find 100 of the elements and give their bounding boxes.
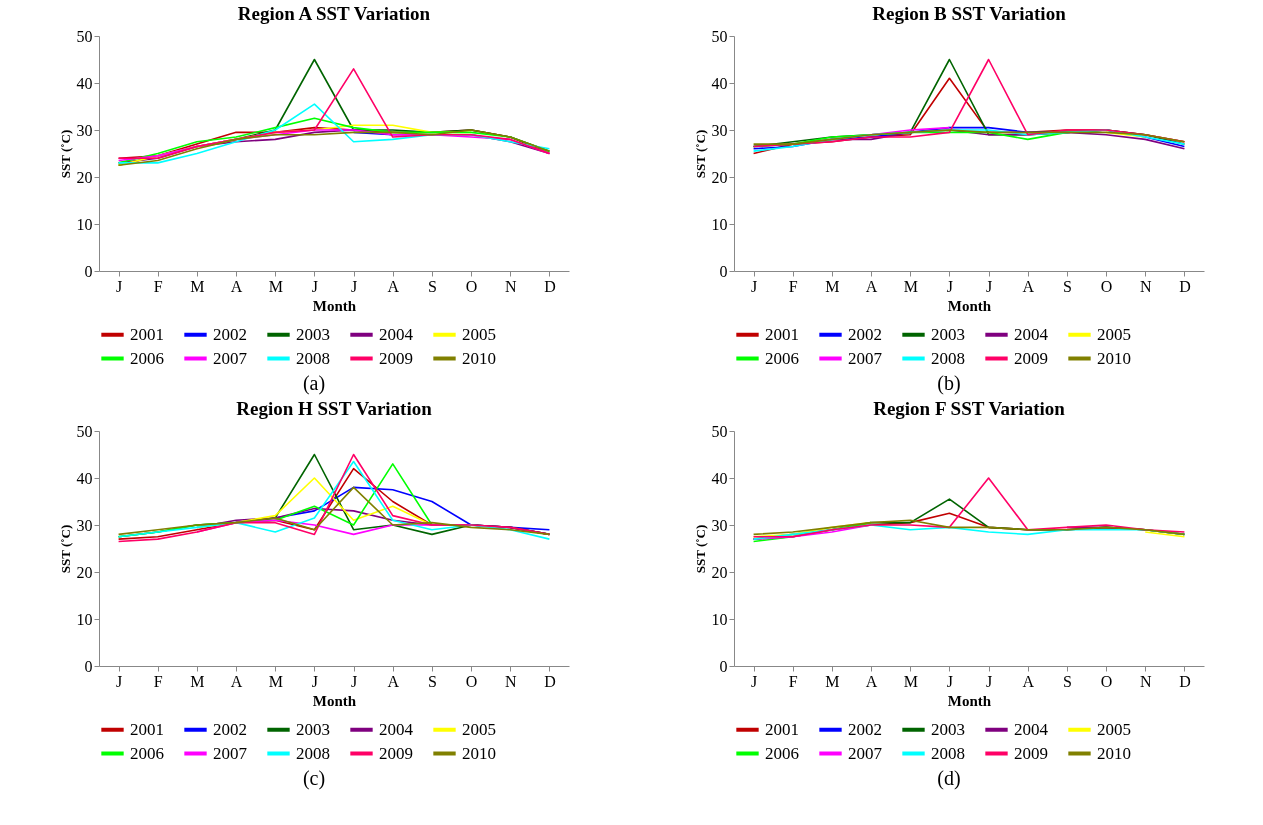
legend-label: 2004 <box>1014 719 1049 739</box>
legend-label: 2009 <box>1014 743 1048 763</box>
y-axis-title: SST (˚C) <box>57 524 73 574</box>
x-tick-label: J <box>750 672 758 690</box>
x-tick-label: F <box>153 672 163 690</box>
legend-label: 2005 <box>462 719 496 739</box>
y-tick-label: 0 <box>84 262 93 280</box>
x-tick-label: M <box>190 277 205 295</box>
legend-label: 2004 <box>379 324 414 344</box>
y-tick-label: 10 <box>711 610 728 628</box>
x-tick-label: J <box>946 277 954 295</box>
legend-label: 2010 <box>462 743 496 763</box>
legend-label: 2002 <box>848 324 882 344</box>
x-tick-label: J <box>985 277 993 295</box>
x-tick-label: N <box>504 277 517 295</box>
legend-label: 2004 <box>1014 324 1049 344</box>
chart-title: Region B SST Variation <box>872 3 1067 24</box>
chart-title: Region H SST Variation <box>236 398 433 419</box>
y-axis-title: SST (˚C) <box>57 129 73 179</box>
x-tick-label: J <box>115 672 123 690</box>
y-tick-label: 20 <box>76 168 93 186</box>
y-tick-label: 20 <box>76 563 93 581</box>
chart-title: Region F SST Variation <box>873 398 1066 419</box>
y-tick-label: 40 <box>76 74 93 92</box>
x-tick-label: S <box>1062 672 1072 690</box>
x-tick-label: F <box>788 277 798 295</box>
x-tick-label: M <box>825 672 840 690</box>
x-tick-label: M <box>903 672 918 690</box>
x-tick-label: N <box>1139 277 1152 295</box>
x-tick-label: J <box>311 277 319 295</box>
x-tick-label: J <box>985 672 993 690</box>
y-tick-label: 50 <box>711 27 728 45</box>
y-tick-label: 50 <box>76 27 93 45</box>
chart-title: Region A SST Variation <box>237 3 431 24</box>
legend-label: 2006 <box>130 743 164 763</box>
y-tick-label: 0 <box>719 657 728 675</box>
legend-label: 2010 <box>462 348 496 368</box>
text: (d) <box>937 767 961 790</box>
x-tick-label: M <box>268 672 283 690</box>
y-tick-label: 10 <box>76 215 93 233</box>
x-axis-title: Month <box>312 692 357 709</box>
x-tick-label: J <box>750 277 758 295</box>
legend-label: 2005 <box>1097 719 1131 739</box>
x-tick-label: S <box>1062 277 1072 295</box>
x-tick-label: S <box>427 277 437 295</box>
legend-label: 2001 <box>765 719 799 739</box>
y-tick-label: 10 <box>76 610 93 628</box>
x-tick-label: M <box>268 277 283 295</box>
legend-label: 2003 <box>296 719 330 739</box>
x-tick-label: J <box>350 277 358 295</box>
x-tick-label: J <box>115 277 123 295</box>
text: (a) <box>302 372 326 395</box>
x-tick-label: A <box>1022 672 1035 690</box>
y-tick-label: 30 <box>76 121 93 139</box>
x-tick-label: A <box>865 277 878 295</box>
legend-label: 2003 <box>296 324 330 344</box>
legend-label: 2001 <box>130 324 164 344</box>
legend-label: 2002 <box>213 324 247 344</box>
legend-label: 2002 <box>213 719 247 739</box>
y-axis-title: SST (˚C) <box>692 129 708 179</box>
legend-label: 2006 <box>130 348 164 368</box>
y-axis-title: SST (˚C) <box>692 524 708 574</box>
x-tick-label: A <box>865 672 878 690</box>
x-tick-label: A <box>387 277 400 295</box>
x-axis-title: Month <box>947 692 992 709</box>
x-tick-label: S <box>427 672 437 690</box>
legend-label: 2007 <box>848 348 883 368</box>
x-tick-label: A <box>230 277 243 295</box>
y-tick-label: 30 <box>711 121 728 139</box>
legend-label: 2006 <box>765 743 799 763</box>
x-tick-label: M <box>903 277 918 295</box>
x-tick-label: O <box>1100 672 1113 690</box>
legend-label: 2003 <box>931 324 965 344</box>
legend-label: 2009 <box>1014 348 1048 368</box>
y-tick-label: 40 <box>76 469 93 487</box>
x-tick-label: M <box>190 672 205 690</box>
legend-label: 2003 <box>931 719 965 739</box>
legend-label: 2007 <box>213 348 248 368</box>
x-tick-label: F <box>153 277 163 295</box>
x-tick-label: D <box>544 672 556 690</box>
legend-label: 2005 <box>1097 324 1131 344</box>
x-tick-label: N <box>504 672 517 690</box>
legend-label: 2004 <box>379 719 414 739</box>
legend-label: 2001 <box>765 324 799 344</box>
x-tick-label: D <box>544 277 556 295</box>
y-tick-label: 40 <box>711 469 728 487</box>
y-tick-label: 50 <box>711 422 728 440</box>
x-tick-label: O <box>1100 277 1113 295</box>
legend-label: 2010 <box>1097 348 1131 368</box>
y-tick-label: 0 <box>719 262 728 280</box>
x-tick-label: J <box>946 672 954 690</box>
legend-label: 2009 <box>379 743 413 763</box>
x-axis-title: Month <box>312 297 357 314</box>
x-tick-label: J <box>311 672 319 690</box>
x-tick-label: D <box>1179 277 1191 295</box>
x-tick-label: A <box>1022 277 1035 295</box>
text: (c) <box>302 767 326 790</box>
y-tick-label: 10 <box>711 215 728 233</box>
x-axis-title: Month <box>947 297 992 314</box>
y-tick-label: 50 <box>76 422 93 440</box>
